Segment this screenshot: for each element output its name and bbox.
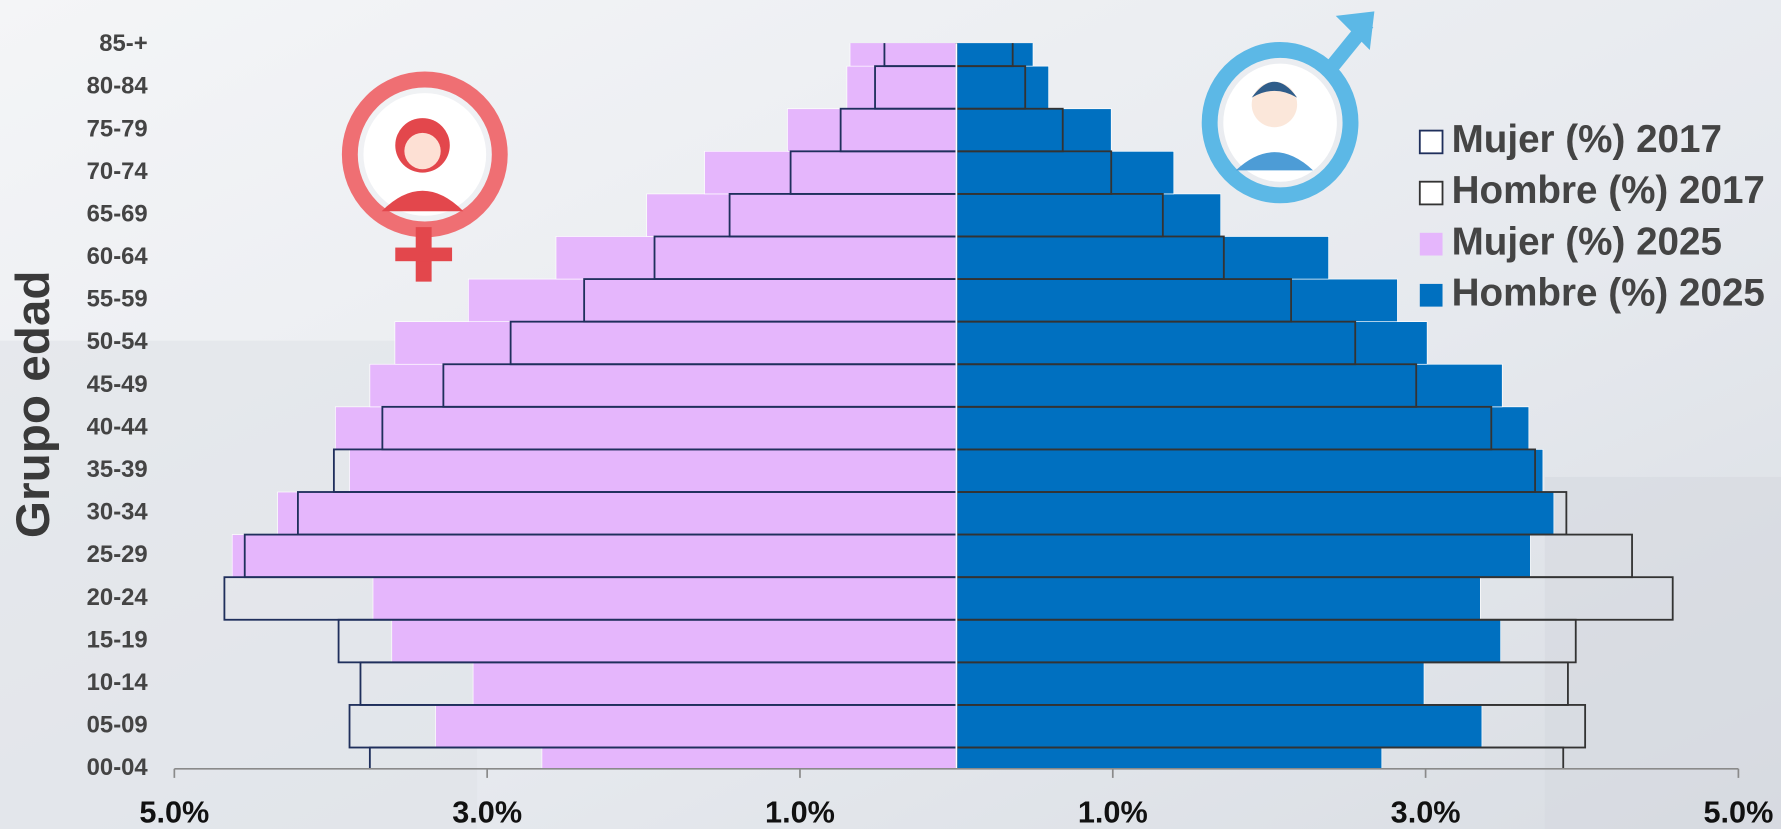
legend-swatch <box>1419 283 1443 307</box>
bar <box>435 704 957 748</box>
y-tick-label: 70-74 <box>87 158 149 185</box>
female-icon <box>341 71 508 282</box>
bar <box>231 534 957 578</box>
bar <box>956 65 1049 110</box>
bar <box>277 491 957 535</box>
bar <box>956 491 1555 535</box>
y-tick-label: 55-59 <box>87 286 148 313</box>
bar <box>335 406 957 450</box>
x-tick-label: 3.0% <box>452 795 522 829</box>
background-building <box>1544 476 1781 829</box>
y-axis-label: Grupo edad <box>7 270 60 538</box>
bar <box>956 193 1222 237</box>
y-tick-label: 65-69 <box>87 200 148 227</box>
bar <box>391 619 957 663</box>
x-tick-label: 1.0% <box>765 795 835 829</box>
y-tick-label: 10-14 <box>87 669 149 696</box>
bar <box>956 704 1483 748</box>
bar <box>846 65 957 110</box>
legend-swatch <box>1418 129 1444 155</box>
bar <box>956 108 1112 152</box>
bar <box>472 662 957 706</box>
y-tick-label: 60-64 <box>87 243 149 270</box>
male-icon <box>1201 11 1375 204</box>
bar <box>468 278 957 323</box>
plot-area <box>223 43 1674 769</box>
x-tick-label: 1.0% <box>1078 795 1148 829</box>
bar <box>394 321 957 365</box>
bar <box>369 363 957 408</box>
bar <box>555 236 957 280</box>
y-tick-label: 35-39 <box>87 456 148 483</box>
y-tick-label: 40-44 <box>87 413 149 440</box>
y-tick-label: 50-54 <box>87 328 149 355</box>
y-tick-label: 45-49 <box>87 371 148 398</box>
bar <box>956 662 1425 706</box>
y-tick-label: 20-24 <box>87 584 149 611</box>
x-tick-label: 3.0% <box>1391 795 1461 829</box>
bar <box>956 363 1503 408</box>
legend-label: Hombre (%) 2017 <box>1452 169 1765 212</box>
bar <box>646 193 957 237</box>
bar <box>956 449 1544 493</box>
bar <box>787 108 957 152</box>
legend-label: Mujer (%) 2017 <box>1452 118 1722 161</box>
bar <box>704 150 957 195</box>
legend-label: Mujer (%) 2025 <box>1452 220 1722 263</box>
legend-swatch <box>1419 232 1443 256</box>
bar <box>956 576 1481 621</box>
y-tick-label: 05-09 <box>87 712 148 739</box>
bar <box>956 619 1502 663</box>
x-tick-label: 5.0% <box>1703 795 1773 829</box>
y-tick-label: 85-+ <box>99 30 147 57</box>
bar <box>956 534 1531 578</box>
bar <box>956 236 1329 280</box>
y-tick-label: 00-04 <box>87 754 149 781</box>
bar <box>956 150 1175 195</box>
bar <box>372 576 957 621</box>
legend-label: Hombre (%) 2025 <box>1452 271 1765 314</box>
x-tick-label: 5.0% <box>139 795 209 829</box>
y-tick-label: 30-34 <box>87 499 149 526</box>
y-tick-label: 80-84 <box>87 73 149 100</box>
y-tick-label: 15-19 <box>87 626 148 653</box>
legend-swatch <box>1418 180 1444 206</box>
y-tick-label: 25-29 <box>87 541 148 568</box>
bar <box>349 449 957 493</box>
bar <box>956 321 1428 365</box>
y-tick-label: 75-79 <box>87 115 148 142</box>
bar <box>956 278 1398 323</box>
bar <box>956 406 1530 450</box>
